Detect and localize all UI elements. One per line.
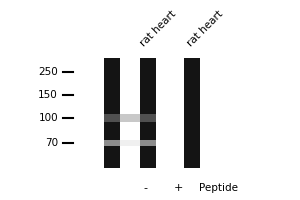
Text: -: - [143, 183, 147, 193]
Text: rat heart: rat heart [185, 8, 225, 48]
Text: 250: 250 [38, 67, 58, 77]
Text: 100: 100 [38, 113, 58, 123]
Text: 70: 70 [45, 138, 58, 148]
Text: +: + [173, 183, 183, 193]
Text: rat heart: rat heart [138, 8, 178, 48]
Text: 150: 150 [38, 90, 58, 100]
Text: Peptide: Peptide [199, 183, 238, 193]
